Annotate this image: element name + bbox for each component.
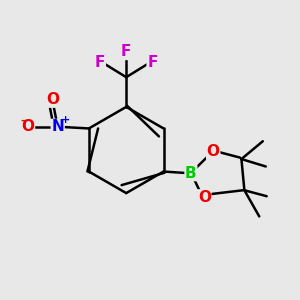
Text: F: F bbox=[147, 56, 158, 70]
Text: O: O bbox=[46, 92, 59, 107]
Text: +: + bbox=[61, 116, 70, 125]
Text: N: N bbox=[51, 119, 64, 134]
Text: B: B bbox=[185, 166, 197, 181]
Text: F: F bbox=[95, 56, 105, 70]
Text: O: O bbox=[22, 119, 34, 134]
Text: O: O bbox=[198, 190, 211, 205]
Text: F: F bbox=[121, 44, 131, 59]
Text: -: - bbox=[20, 116, 25, 125]
Text: O: O bbox=[207, 144, 220, 159]
